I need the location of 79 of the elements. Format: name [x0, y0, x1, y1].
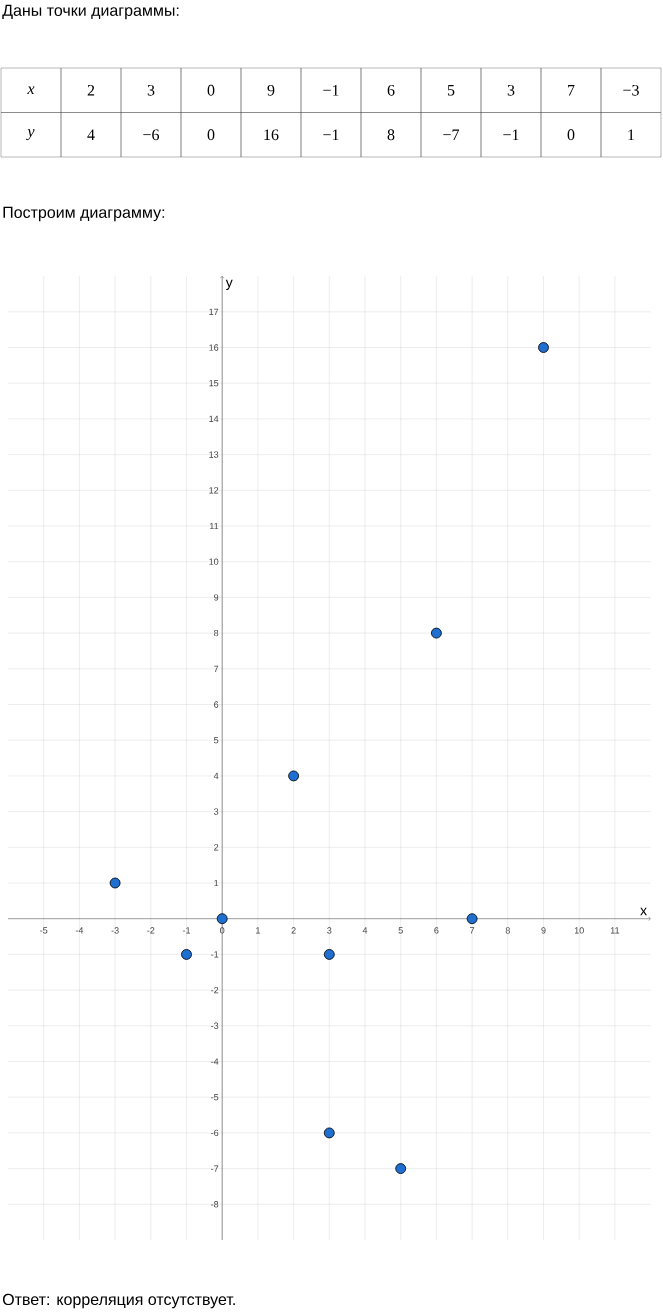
point	[216, 913, 228, 925]
y-tick-label: 14	[209, 415, 219, 423]
y-tick-label: 10	[209, 558, 219, 565]
y-tick-label: -7	[211, 1165, 219, 1172]
x-tick-label: 0	[220, 927, 225, 934]
chart-title: Построим диаграмму:	[3, 206, 165, 222]
point	[181, 949, 192, 960]
category-label: 5	[447, 84, 455, 96]
y-tick-label: 13	[209, 451, 219, 458]
x-tick-label: 6	[434, 927, 439, 934]
data-label: −1	[323, 129, 339, 141]
y-tick-label: 7	[214, 665, 219, 672]
category-label: 9	[267, 84, 275, 96]
y-tick-label: 2	[214, 844, 219, 851]
y-tick-label: 11	[210, 522, 219, 530]
category-label: 0	[207, 84, 215, 96]
point	[431, 627, 442, 639]
data-label: 0	[567, 129, 575, 141]
category-label: −3	[623, 84, 639, 96]
point	[538, 342, 549, 353]
x-tick-label: 10	[574, 927, 584, 934]
data-label: −6	[143, 129, 160, 141]
category-label: 7	[568, 85, 575, 96]
y-tick-label: 17	[209, 308, 219, 315]
x-tick-label: -1	[182, 927, 191, 934]
data-label: 1	[628, 129, 635, 141]
point	[288, 770, 299, 782]
data-label: 8	[387, 129, 395, 141]
text: x	[27, 86, 35, 94]
category-label: 3	[507, 84, 515, 96]
x-tick-label: 7	[470, 927, 475, 934]
x-tick-label: 4	[362, 927, 368, 934]
x-tick-label: 3	[327, 927, 332, 934]
x-tick-label: -2	[147, 927, 155, 934]
y-tick-label: -5	[211, 1094, 219, 1101]
y-tick-label: -3	[211, 1022, 219, 1029]
y-axis-title: y	[225, 279, 233, 290]
y-tick-label: -8	[211, 1201, 219, 1208]
x-tick-label: 11	[610, 927, 620, 934]
y-tick-label: 8	[214, 629, 219, 637]
text: Даны точки диаграммы:	[2, 4, 179, 20]
category-label: −1	[323, 84, 339, 96]
y-tick-label: 12	[209, 487, 219, 494]
y-tick-label: 6	[214, 701, 219, 708]
y-tick-label: 15	[209, 380, 219, 387]
point	[323, 949, 335, 960]
y-tick-label: 1	[214, 879, 219, 887]
point	[109, 877, 121, 889]
y-tick-label: -2	[211, 986, 219, 994]
data-label: 0	[207, 129, 215, 141]
category-label: 2	[87, 84, 95, 96]
data-label: 16	[264, 129, 279, 141]
y-tick-label: -1	[211, 951, 219, 958]
y-tick-label: 4	[213, 772, 219, 779]
x-tick-label: 5	[398, 927, 403, 934]
y-tick-label: 5	[214, 737, 219, 744]
x-tick-label: -4	[75, 927, 84, 934]
data-label: 4	[87, 129, 95, 141]
x-tick-label: -5	[40, 927, 48, 934]
y-tick-label: -6	[211, 1129, 219, 1137]
point	[323, 1127, 335, 1139]
y-tick-label: 9	[214, 594, 219, 601]
x-tick-label: 9	[541, 927, 546, 934]
text: y	[26, 129, 35, 141]
x-tick-label: 2	[291, 927, 296, 934]
point	[395, 1163, 407, 1174]
data-label: −7	[443, 129, 460, 140]
category-label: 6	[387, 84, 395, 96]
x-tick-label: -3	[111, 927, 119, 934]
point	[466, 913, 478, 925]
y-tick-label: 16	[209, 344, 219, 351]
y-tick-label: 3	[214, 808, 219, 815]
x-tick-label: 1	[256, 927, 260, 934]
data-label: −1	[503, 129, 519, 141]
y-tick-label: -4	[211, 1058, 219, 1065]
x-axis-title: x	[640, 907, 647, 916]
x-tick-label: 8	[505, 927, 510, 934]
category-label: 3	[147, 84, 155, 96]
text: Ответ: корреляция отсутствует.	[2, 1293, 235, 1309]
